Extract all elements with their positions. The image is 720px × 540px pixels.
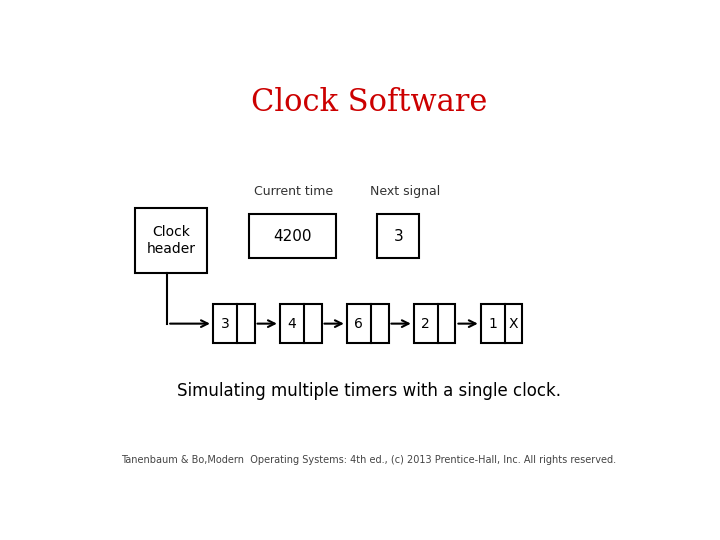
Text: 3: 3 [220,316,229,330]
Text: 6: 6 [354,316,364,330]
Text: Simulating multiple timers with a single clock.: Simulating multiple timers with a single… [177,382,561,400]
Text: Next signal: Next signal [370,185,441,198]
Text: 4200: 4200 [273,229,312,244]
Bar [347,304,389,343]
Bar [377,214,419,258]
Text: Tanenbaum & Bo,Modern  Operating Systems: 4th ed., (c) 2013 Prentice-Hall, Inc. : Tanenbaum & Bo,Modern Operating Systems:… [122,455,616,465]
Text: Current time: Current time [254,185,333,198]
Text: 3: 3 [393,229,403,244]
Bar [213,304,255,343]
Bar [481,304,523,343]
Bar [413,304,456,343]
Text: 4: 4 [287,316,296,330]
Text: X: X [509,316,518,330]
Text: Clock Software: Clock Software [251,87,487,118]
Bar [280,304,322,343]
Text: 2: 2 [421,316,430,330]
Bar [249,214,336,258]
Text: 1: 1 [488,316,498,330]
Bar [135,208,207,273]
Text: Clock
header: Clock header [146,225,195,255]
